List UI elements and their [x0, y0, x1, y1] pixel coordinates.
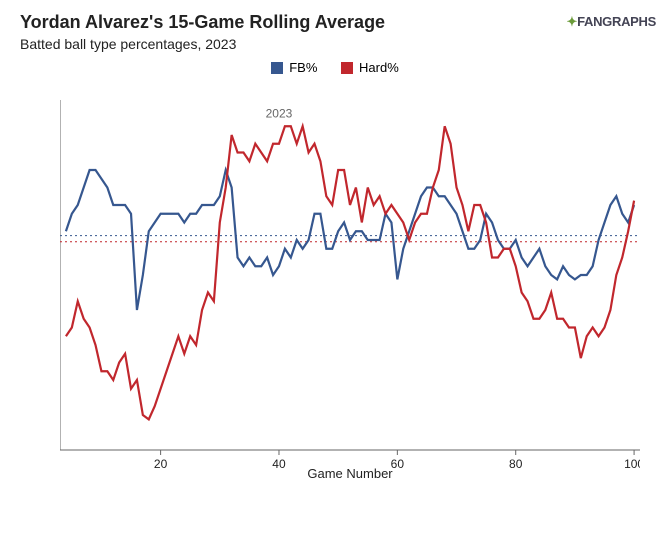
legend-label-hard: Hard% — [359, 60, 399, 75]
annotation-year: 2023 — [266, 107, 293, 121]
svg-text:40: 40 — [272, 457, 286, 471]
legend-swatch-hard — [341, 62, 353, 74]
chart-container: Yordan Alvarez's 15-Game Rolling Average… — [0, 0, 670, 541]
svg-text:60: 60 — [391, 457, 405, 471]
legend: FB% Hard% — [0, 60, 670, 77]
brand-text: FANGRAPHS — [577, 14, 656, 29]
brand-leaf-icon: ✦ — [566, 14, 577, 29]
svg-text:100: 100 — [624, 457, 640, 471]
legend-item-hard: Hard% — [341, 60, 399, 75]
x-axis-label: Game Number — [307, 466, 393, 480]
svg-text:80: 80 — [509, 457, 523, 471]
chart-title: Yordan Alvarez's 15-Game Rolling Average — [20, 12, 385, 33]
svg-text:20: 20 — [154, 457, 168, 471]
plot-area: 20%30%40%50%60% 20406080100 2023 Game Nu… — [60, 100, 640, 480]
legend-item-fb: FB% — [271, 60, 317, 75]
legend-label-fb: FB% — [289, 60, 317, 75]
legend-swatch-fb — [271, 62, 283, 74]
chart-subtitle: Batted ball type percentages, 2023 — [20, 36, 236, 52]
series-fbpct — [66, 170, 634, 310]
x-ticks: 20 40 60 80 100 — [154, 450, 640, 471]
series-group — [66, 126, 634, 419]
brand-logo: ✦FANGRAPHS — [566, 14, 656, 30]
